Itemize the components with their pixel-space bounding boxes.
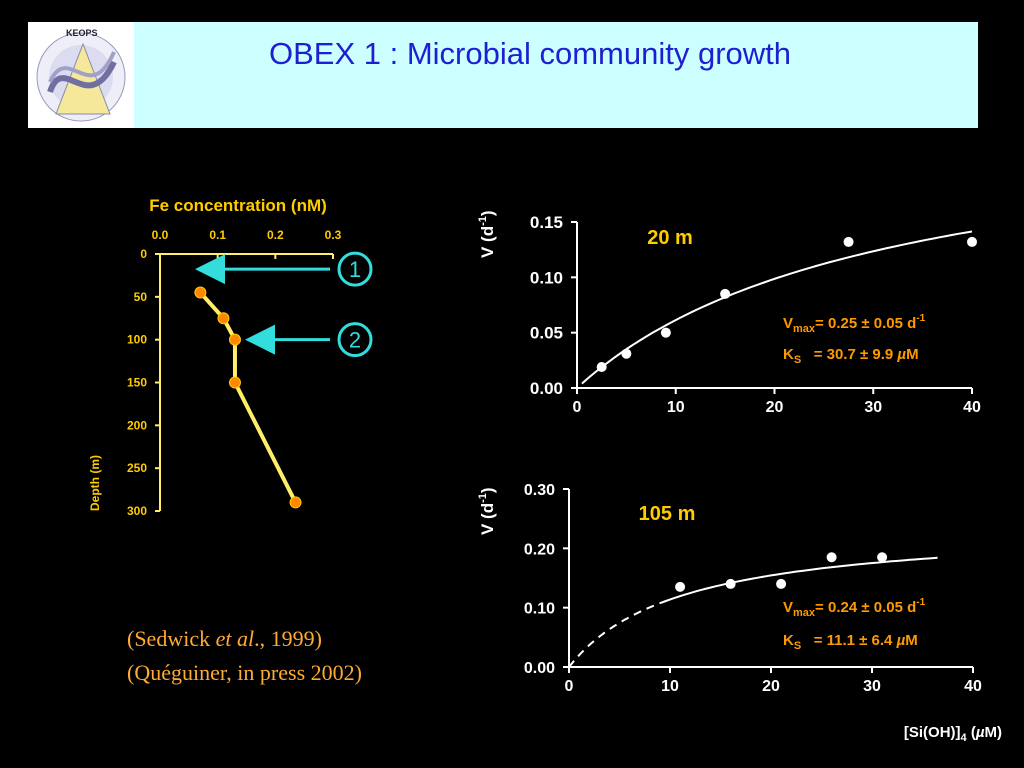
fe-profile-line xyxy=(198,291,298,504)
fe-data-point xyxy=(289,496,302,509)
slide-header: KEOPS OBEX 1 : Microbial community growt… xyxy=(28,22,978,128)
chart1-site-label: 20 m xyxy=(647,227,693,249)
chart1-fit-curve xyxy=(581,230,973,385)
c2-y-tick-label: 0.30 xyxy=(524,482,555,499)
fe-data-point xyxy=(217,312,230,325)
chart1-y-axis-label: V (d-1) xyxy=(477,210,497,258)
c2-data-point xyxy=(725,578,736,589)
keops-logo-graphic xyxy=(36,32,126,122)
c1-x-tick-label: 10 xyxy=(667,399,685,416)
chart1-vmax-text: Vmax= 0.25 ± 0.05 d-1 xyxy=(783,313,926,335)
uptake-chart-20m: 0 10 20 30 40 0.000.050.100.15 V (d-1) 20 m … xyxy=(477,210,981,416)
c1-y-tick-label: 0.10 xyxy=(530,268,563,287)
fe-annotation-label: 2 xyxy=(349,328,361,353)
chart2-fit-curve-extrapolated xyxy=(568,602,661,668)
c1-x-tick-label: 40 xyxy=(963,399,981,416)
c2-y-tick-label: 0.00 xyxy=(524,660,555,677)
fe-chart-title: Fe concentration (nM) xyxy=(149,196,327,215)
fe-y-tick-label: 150 xyxy=(127,376,147,390)
c1-x-tick-label: 30 xyxy=(864,399,882,416)
c2-x-tick-label: 10 xyxy=(661,678,679,695)
chart2-vmax-text: Vmax= 0.24 ± 0.05 d-1 xyxy=(783,597,926,619)
logo-text: KEOPS xyxy=(66,28,98,38)
c1-data-point xyxy=(660,327,671,338)
fe-data-point xyxy=(228,376,241,389)
fe-x-tick-label: 0.1 xyxy=(209,228,226,242)
fe-annotation-label: 1 xyxy=(349,257,361,282)
chart2-fit-curve xyxy=(659,556,938,605)
fe-y-tick-label: 50 xyxy=(134,290,148,304)
fe-y-tick-label: 200 xyxy=(127,418,147,432)
c1-x-tick-label: 0 xyxy=(573,399,582,416)
c2-y-tick-label: 0.10 xyxy=(524,601,555,618)
chart2-ks-text: KS = 11.1 ± 6.4 µM xyxy=(783,632,918,652)
c1-data-point xyxy=(720,288,731,299)
chart2-y-axis-label: V (d-1) xyxy=(477,487,497,535)
c2-data-point xyxy=(877,552,888,563)
fe-annotation-marker xyxy=(337,251,373,287)
c1-x-tick-label: 20 xyxy=(766,399,784,416)
c2-x-tick-label: 0 xyxy=(565,678,574,695)
fe-x-tick-label: 0.0 xyxy=(152,228,169,242)
c1-data-point xyxy=(843,236,854,247)
fe-y-tick-label: 0 xyxy=(140,247,147,261)
fe-profile-chart: Fe concentration (nM) 0.0 0.1 0.2 0.3 0 50 10… xyxy=(88,196,373,518)
c2-data-point xyxy=(776,578,787,589)
c2-data-point xyxy=(675,581,686,592)
c2-x-tick-label: 30 xyxy=(863,678,881,695)
c1-data-point xyxy=(621,348,632,359)
uptake-chart-105m: 0 10 20 30 40 0.00 0.10 0.20 0.30 V (d-1) 105 m… xyxy=(477,482,1002,744)
fe-y-tick-label: 100 xyxy=(127,333,147,347)
fe-y-tick-label: 250 xyxy=(127,461,147,475)
c1-y-tick-label: 0.05 xyxy=(530,324,563,343)
chart1-kinetics: Vmax= 0.25 ± 0.05 d-1 KS = 30.7 ± 9.9 µM xyxy=(783,313,926,366)
fe-y-tick-label: 300 xyxy=(127,504,147,518)
c2-data-point xyxy=(826,552,837,563)
fe-annotation-marker xyxy=(337,322,373,358)
chart2-site-label: 105 m xyxy=(639,503,696,525)
citation-queguiner: (Quéguiner, in press 2002) xyxy=(127,660,362,685)
c1-y-tick-label: 0.15 xyxy=(530,213,563,232)
c1-data-point xyxy=(967,236,977,247)
chart1-ks-text: KS = 30.7 ± 9.9 µM xyxy=(783,346,919,366)
fe-y-axis-label: Depth (m) xyxy=(88,455,102,511)
c2-y-tick-label: 0.20 xyxy=(524,541,555,558)
citation-sedwick: (Sedwick et al., 1999) xyxy=(127,626,322,651)
chart2-x-axis-label: [Si(OH)]4 (µM) xyxy=(904,724,1002,744)
keops-logo: KEOPS xyxy=(28,22,134,128)
fe-x-tick-label: 0.2 xyxy=(267,228,284,242)
chart2-kinetics: Vmax= 0.24 ± 0.05 d-1 KS = 11.1 ± 6.4 µM xyxy=(783,597,926,652)
fe-x-tick-label: 0.3 xyxy=(325,228,342,242)
c1-data-point xyxy=(596,361,607,372)
c1-y-tick-label: 0.00 xyxy=(530,379,563,398)
c2-x-tick-label: 20 xyxy=(762,678,780,695)
fe-data-point xyxy=(228,333,241,346)
fe-data-point xyxy=(194,286,207,299)
c2-x-tick-label: 40 xyxy=(964,678,982,695)
slide-title: OBEX 1 : Microbial community growth xyxy=(269,36,792,71)
